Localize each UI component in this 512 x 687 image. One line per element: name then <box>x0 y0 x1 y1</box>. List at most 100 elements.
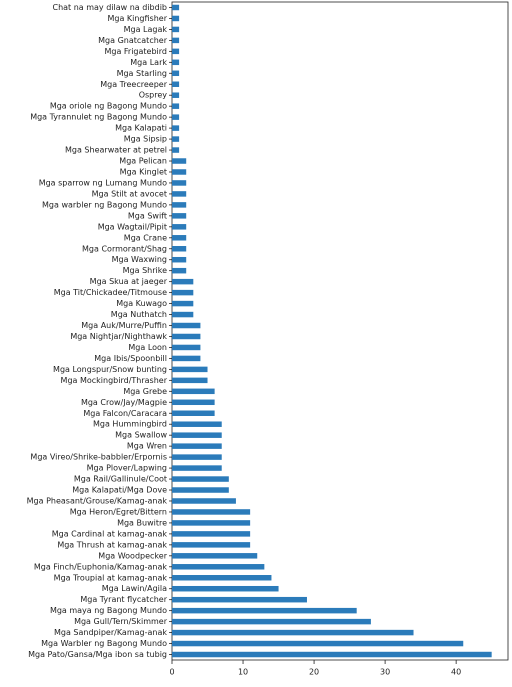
bar <box>172 92 180 98</box>
y-tick-label: Mga Starling <box>117 69 167 78</box>
bar <box>172 333 201 340</box>
y-tick-label: Mga maya ng Bagong Mundo <box>50 606 167 615</box>
y-tick-label: Mga Kalapati/Mga Dove <box>72 486 167 495</box>
bar <box>172 59 180 66</box>
bar <box>172 585 279 592</box>
bar <box>172 147 180 153</box>
y-tick-label: Mga Warbler ng Bagong Mundo <box>41 639 167 648</box>
bar <box>172 103 180 109</box>
bar <box>172 158 187 164</box>
y-tick-label: Mga Heron/Egret/Bittern <box>70 507 167 516</box>
plot-frame <box>171 1 509 661</box>
bar <box>172 256 187 263</box>
y-tick-label: Mga Swift <box>128 211 167 220</box>
bar <box>172 629 414 636</box>
x-tick-label: 0 <box>169 668 174 677</box>
y-tick-label: Mga Thrush at kamag-anak <box>57 540 167 549</box>
y-tick-label: Chat na may dilaw na dibdib <box>52 3 167 12</box>
y-tick-label: Mga Auk/Murre/Puffin <box>81 321 167 330</box>
y-tick-label: Mga Treecreeper <box>100 80 167 89</box>
bar <box>172 564 265 570</box>
y-tick-label: Mga Loon <box>128 343 167 352</box>
bar <box>172 355 201 362</box>
bar <box>172 465 222 471</box>
bar <box>172 37 180 44</box>
bar <box>172 235 187 241</box>
bar <box>172 180 187 186</box>
bar <box>172 4 180 11</box>
y-tick-label: Mga Wagtail/Pipit <box>98 222 167 231</box>
x-tick-label: 10 <box>238 668 248 677</box>
y-tick-label: Mga Lark <box>130 58 167 67</box>
y-tick-label: Mga Stilt at avocet <box>92 189 167 198</box>
bar <box>172 26 180 33</box>
bar <box>172 278 194 285</box>
y-tick-label: Mga Crane <box>124 233 167 242</box>
bar <box>172 607 357 614</box>
y-tick-label: Mga Tyrant flycatcher <box>80 595 167 604</box>
y-tick-label: Mga oriole ng Bagong Mundo <box>50 102 167 111</box>
y-tick-label: Mga Falcon/Caracara <box>83 409 167 418</box>
y-tick-label: Mga Rail/Gallinule/Coot <box>74 475 167 484</box>
y-tick-label: Mga Tyrannulet ng Bagong Mundo <box>30 113 167 122</box>
y-tick-label: Mga Cardinal at kamag-anak <box>52 529 168 538</box>
y-tick-label: Mga warbler ng Bagong Mundo <box>42 200 167 209</box>
bar <box>172 344 201 351</box>
y-tick-label: Mga Gnatcatcher <box>98 36 168 45</box>
y-tick-label: Mga Buwitre <box>117 518 167 527</box>
y-tick-label: Mga Skua at jaeger <box>90 277 168 286</box>
bar <box>172 443 222 449</box>
y-tick-label: Mga Nightjar/Nighthawk <box>70 332 167 341</box>
bar <box>172 487 229 493</box>
bar <box>172 531 251 537</box>
bar <box>172 114 180 120</box>
y-tick-label: Mga Wren <box>127 442 167 451</box>
bar <box>172 498 236 504</box>
y-tick-label: Mga Kinglet <box>120 167 167 176</box>
y-tick-label: Mga Vireo/Shrike-babbler/Erpornis <box>30 453 167 462</box>
y-tick-label: Osprey <box>139 91 168 100</box>
bar <box>172 125 180 131</box>
bar <box>172 15 180 22</box>
y-tick-label: Mga Kuwago <box>116 299 167 308</box>
bar <box>172 191 187 197</box>
y-tick-label: Mga Nuthatch <box>111 310 167 319</box>
y-tick-label: Mga Lagak <box>124 25 168 34</box>
y-tick-label: Mga Grebe <box>123 387 167 396</box>
y-tick-label: Mga Gull/Tern/Skimmer <box>74 617 168 626</box>
y-tick-label: Mga Pelican <box>119 157 167 166</box>
bar <box>172 542 251 548</box>
x-tick-label: 30 <box>380 668 390 677</box>
y-tick-label: Mga Troupial at kamag-anak <box>54 573 168 582</box>
y-tick-label: Mga Crow/Jay/Magpie <box>81 398 167 407</box>
x-tick-label: 20 <box>309 668 319 677</box>
bar <box>172 553 258 559</box>
bar <box>172 509 251 515</box>
y-tick-label: Mga Shrike <box>123 266 167 275</box>
bar <box>172 48 180 55</box>
y-tick-label: Mga Plover/Lapwing <box>87 464 167 473</box>
y-tick-label: Mga Tit/Chickadee/Titmouse <box>54 288 167 297</box>
y-tick-label: Mga Mockingbird/Thrasher <box>61 376 168 385</box>
bar <box>172 300 194 307</box>
bar <box>172 454 222 460</box>
bar <box>172 377 208 384</box>
bar <box>172 596 307 603</box>
y-tick-label: Mga Lawin/Agila <box>102 584 167 593</box>
bar <box>172 224 187 230</box>
bar <box>172 213 187 219</box>
y-tick-label: Mga sparrow ng Lumang Mundo <box>39 178 167 187</box>
bar <box>172 399 215 406</box>
y-tick-label: Mga Sipsip <box>124 135 167 144</box>
bar <box>172 476 229 482</box>
y-tick-label: Mga Woodpecker <box>98 551 167 560</box>
bar <box>172 81 180 87</box>
bar <box>172 575 272 581</box>
bar <box>172 421 222 427</box>
x-tick-label: 40 <box>451 668 461 677</box>
bar <box>172 651 492 658</box>
bar <box>172 70 180 77</box>
bar <box>172 366 208 373</box>
